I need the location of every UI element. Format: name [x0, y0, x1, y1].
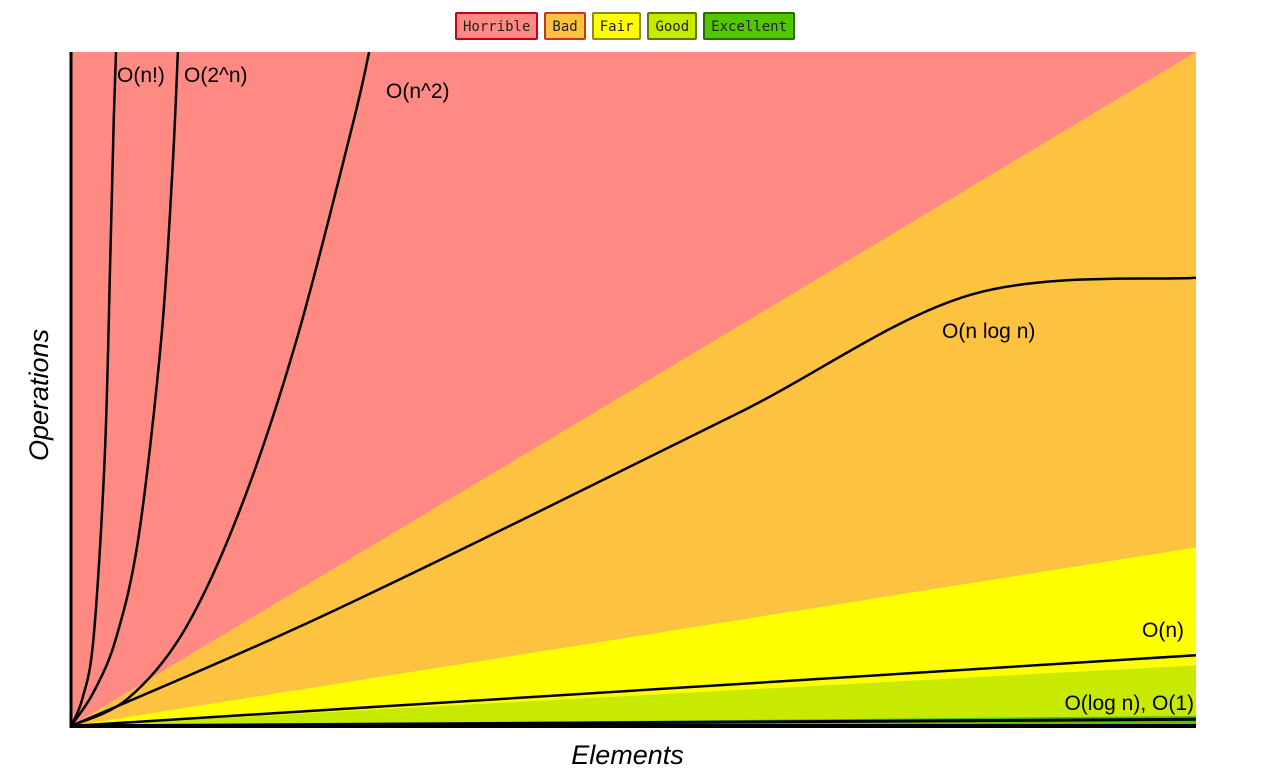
region-bad	[71, 52, 1196, 726]
curve-label: O(2^n)	[184, 64, 248, 87]
complexity-regions	[71, 52, 1196, 726]
curve-label: O(log n), O(1)	[1064, 692, 1194, 715]
y-axis-title: Operations	[24, 329, 54, 461]
complexity-curves	[69, 51, 1197, 728]
curve-o-n-2	[70, 51, 371, 728]
curve-o-2-n	[69, 51, 180, 727]
chart-legend: Horrible Bad Fair Good Excellent	[0, 12, 1250, 40]
legend-item-excellent: Excellent	[703, 12, 796, 40]
curve-label: O(n log n)	[942, 320, 1035, 343]
curve-o-n	[69, 51, 118, 727]
curve-label: O(n!)	[117, 64, 165, 87]
legend-item-horrible: Horrible	[454, 12, 539, 40]
curve-labels: O(n!) O(2^n) O(n^2) O(n log n) O(n) O(log n),…	[117, 64, 1194, 715]
curve-label: O(n)	[1142, 619, 1184, 642]
curve-o-n-log-n	[70, 276, 1197, 728]
region-good	[71, 665, 1196, 726]
x-axis-title: Elements	[571, 740, 684, 770]
legend-item-fair: Fair	[591, 12, 642, 40]
legend-item-bad: Bad	[544, 12, 586, 40]
curve-label: O(n^2)	[386, 80, 450, 103]
curve-o-n	[70, 653, 1197, 728]
legend-item-good: Good	[647, 12, 698, 40]
